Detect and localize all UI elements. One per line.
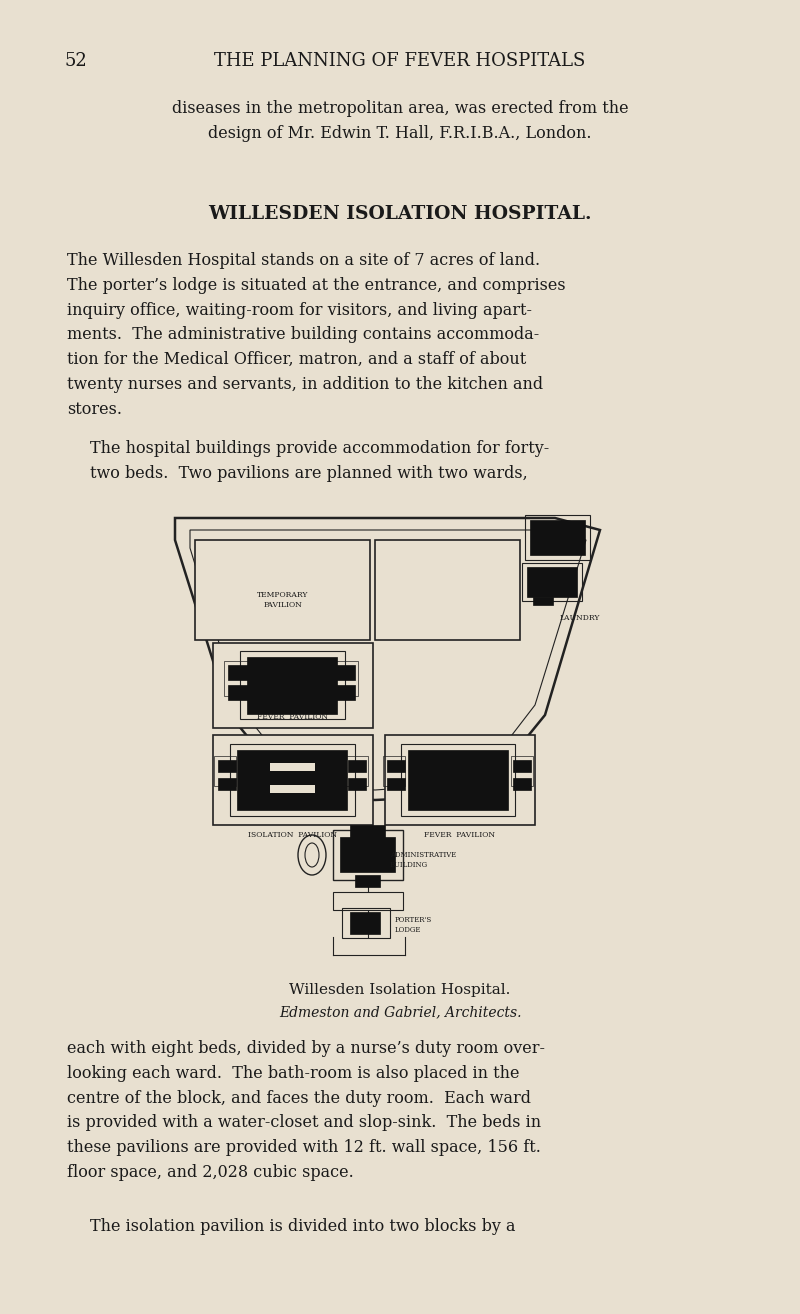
Bar	[218, 778, 236, 790]
Text: The isolation pavilion is divided into two blocks by a: The isolation pavilion is divided into t…	[90, 1218, 515, 1235]
Bar	[383, 756, 405, 786]
Bar	[333, 830, 403, 880]
Bar	[350, 912, 380, 934]
Bar	[270, 784, 315, 794]
Bar	[214, 756, 236, 786]
Bar	[513, 759, 531, 773]
Bar	[348, 778, 366, 790]
Text: ISOLATION  PAVILION: ISOLATION PAVILION	[249, 830, 338, 840]
Bar	[342, 908, 390, 938]
Bar	[333, 661, 358, 696]
Bar	[525, 515, 590, 560]
Bar	[385, 735, 535, 825]
Bar	[224, 661, 249, 696]
Text: WILLESDEN ISOLATION HOSPITAL.: WILLESDEN ISOLATION HOSPITAL.	[208, 205, 592, 223]
Bar	[387, 759, 405, 773]
Text: 52: 52	[65, 53, 88, 70]
Text: diseases in the metropolitan area, was erected from the
design of Mr. Edwin T. H: diseases in the metropolitan area, was e…	[172, 100, 628, 142]
Text: The Willesden Hospital stands on a site of 7 acres of land.
The porter’s lodge i: The Willesden Hospital stands on a site …	[67, 252, 566, 418]
Bar	[408, 750, 508, 809]
Text: each with eight beds, divided by a nurse’s duty room over-
looking each ward.  T: each with eight beds, divided by a nurse…	[67, 1039, 545, 1181]
Bar	[335, 665, 355, 681]
Text: FEVER  PAVILION: FEVER PAVILION	[258, 714, 329, 721]
Text: ADMINISTRATIVE
BUILDING: ADMINISTRATIVE BUILDING	[390, 851, 456, 869]
Text: TEMPORARY
PAVILION: TEMPORARY PAVILION	[258, 591, 309, 608]
Bar	[513, 778, 531, 790]
Bar	[387, 778, 405, 790]
Bar	[213, 735, 373, 825]
Ellipse shape	[298, 834, 326, 875]
Text: FEVER  PAVILION: FEVER PAVILION	[425, 830, 495, 840]
Bar	[401, 744, 515, 816]
Text: LAUNDRY: LAUNDRY	[560, 614, 600, 622]
Bar	[355, 875, 380, 887]
Bar	[335, 685, 355, 700]
Bar	[375, 540, 520, 640]
Bar	[240, 650, 345, 719]
Polygon shape	[175, 518, 600, 800]
Bar	[340, 837, 395, 872]
Bar	[247, 657, 337, 714]
Text: The hospital buildings provide accommodation for forty-
two beds.  Two pavilions: The hospital buildings provide accommoda…	[90, 440, 550, 482]
Bar	[511, 756, 533, 786]
Bar	[195, 540, 370, 640]
Bar	[348, 759, 366, 773]
Bar	[228, 665, 248, 681]
Bar	[218, 759, 236, 773]
Text: THE PLANNING OF FEVER HOSPITALS: THE PLANNING OF FEVER HOSPITALS	[214, 53, 586, 70]
Bar	[333, 892, 403, 911]
Text: PORTER'S
LODGE: PORTER'S LODGE	[395, 916, 432, 934]
Bar	[530, 520, 585, 555]
Bar	[522, 562, 582, 600]
Bar	[346, 756, 368, 786]
Bar	[533, 597, 553, 604]
Bar	[527, 568, 577, 597]
Bar	[228, 685, 248, 700]
Bar	[213, 643, 373, 728]
Bar	[350, 825, 385, 840]
Bar	[270, 763, 315, 771]
Text: Willesden Isolation Hospital.: Willesden Isolation Hospital.	[290, 983, 510, 997]
Bar	[237, 750, 347, 809]
Ellipse shape	[305, 844, 319, 867]
Text: Edmeston and Gabriel, Architects.: Edmeston and Gabriel, Architects.	[278, 1005, 522, 1018]
Bar	[230, 744, 355, 816]
